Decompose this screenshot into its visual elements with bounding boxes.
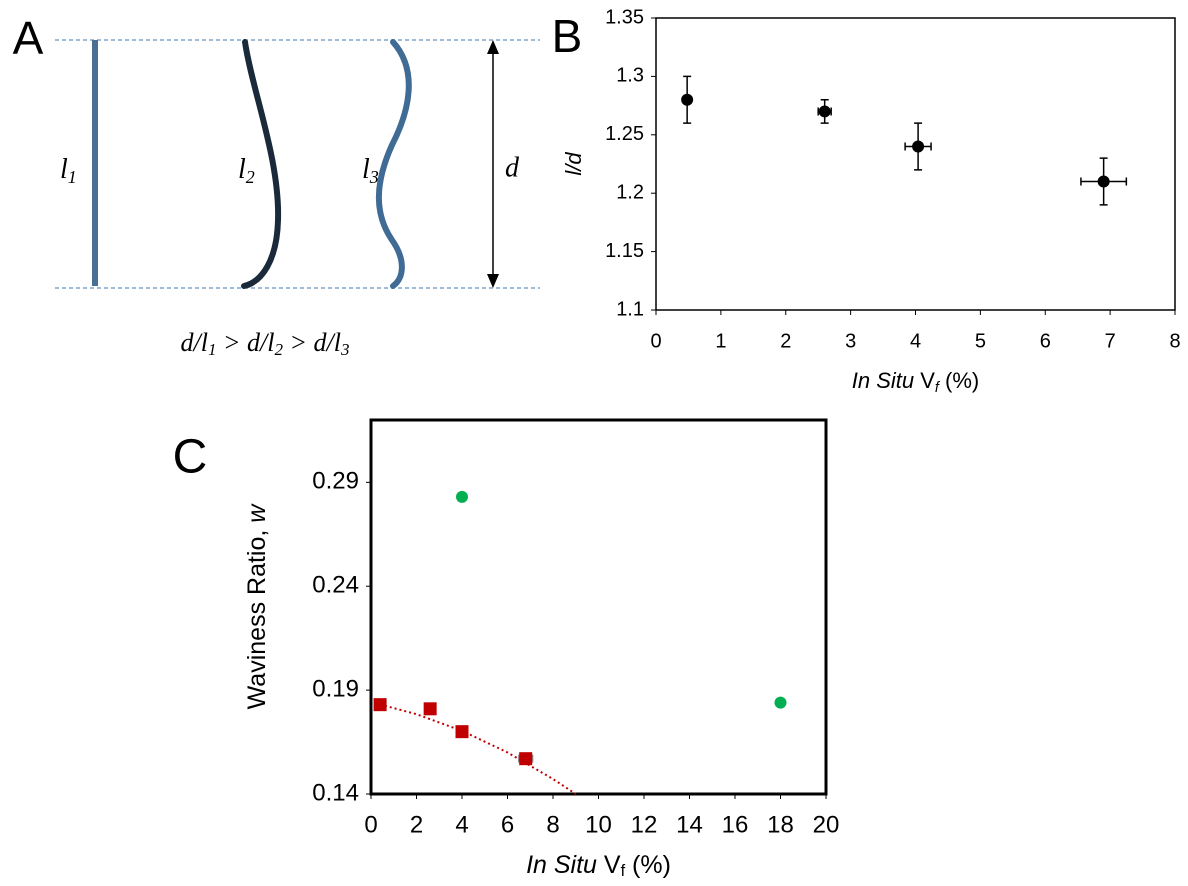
x-label-part: In Situ: [852, 368, 914, 393]
x-label-part: (%): [939, 368, 979, 393]
x-tick-label: 7: [1105, 330, 1116, 352]
y-tick-label: 0.29: [312, 468, 359, 495]
point: [774, 696, 787, 709]
x-tick-label: 8: [1169, 330, 1180, 352]
x-axis-label: In Situ Vf (%): [852, 368, 979, 396]
x-tick-label: 20: [813, 811, 840, 838]
x-tick-label: 4: [455, 811, 468, 838]
x-tick-label: 16: [722, 811, 749, 838]
chart-panel: C 0.14 0.19 0.24 0.29 0 2 4 6 8 10 12 14 16 18 20 In Sit…: [173, 418, 840, 881]
y-tick-label: 0.14: [312, 779, 359, 806]
equation: d/l1 > d/l2 > d/l3: [181, 328, 350, 359]
length-label: l2: [238, 154, 255, 187]
x-tick-label: 0: [364, 811, 377, 838]
x-label-part: (%): [625, 851, 671, 879]
y-tick-label: 0.24: [312, 572, 359, 599]
label-base: l: [362, 154, 370, 185]
point: [912, 140, 925, 153]
fiber-wavy: [375, 39, 412, 289]
x-tick-label: 3: [845, 330, 856, 352]
x-label-part: V: [914, 368, 935, 393]
y-tick-label: 1.15: [605, 240, 644, 262]
x-tick-label: 2: [780, 330, 791, 352]
x-tick-label: 6: [1040, 330, 1051, 352]
y-axis-label: Waviness Ratio, w: [243, 503, 271, 710]
x-tick-label: 12: [631, 811, 658, 838]
equation-sub: 2: [274, 340, 283, 359]
x-label-part: V: [597, 851, 621, 879]
panel-label: A: [13, 12, 44, 64]
x-tick-label: 8: [546, 811, 559, 838]
label-sub: 2: [246, 167, 255, 187]
equation-text: > d/l: [283, 328, 341, 357]
x-tick-label: 10: [585, 811, 612, 838]
x-axis-label: In Situ Vf (%): [526, 851, 671, 881]
label-sub: 3: [369, 167, 379, 187]
point: [456, 490, 468, 503]
x-tick-label: 14: [676, 811, 703, 838]
y-tick-label: 1.35: [605, 6, 644, 28]
point: [423, 702, 437, 716]
trend-line: [379, 703, 577, 795]
equation-text: d/l: [181, 328, 208, 357]
x-tick-label: 2: [410, 811, 423, 838]
label-base: l: [60, 154, 68, 185]
x-label-part: In Situ: [526, 851, 597, 879]
point: [818, 105, 831, 118]
plot-frame: [655, 17, 1176, 311]
fiber-curved: [241, 39, 282, 289]
y-axis-label: l/d: [561, 152, 586, 176]
panel-label: C: [173, 431, 208, 484]
x-label-part: f: [935, 380, 941, 396]
x-tick-label: 1: [715, 330, 726, 352]
y-tick-label: 1.25: [605, 123, 644, 145]
y-label-part: w: [243, 503, 271, 523]
label-sub: 1: [68, 167, 77, 187]
length-label: l1: [60, 154, 77, 187]
plot-frame: [369, 418, 828, 796]
x-tick-label: 6: [501, 811, 514, 838]
x-tick-label: 18: [767, 811, 794, 838]
point: [519, 752, 533, 766]
x-tick-label: 4: [910, 330, 921, 352]
y-tick-label: 1.1: [616, 298, 644, 320]
point: [1097, 175, 1110, 188]
equation-text: > d/l: [216, 328, 274, 357]
equation-sub: 3: [340, 340, 350, 359]
equation-sub: 1: [208, 340, 217, 359]
panel-label: B: [552, 10, 583, 62]
label-base: l: [238, 154, 246, 185]
length-label: l3: [362, 154, 379, 187]
x-label-part: f: [621, 862, 626, 880]
y-tick-label: 0.19: [312, 675, 359, 702]
y-label-part: Waviness Ratio,: [243, 523, 271, 710]
panel-a: A l1 l2 l3 d d/l1 > d/l2 > d/l3: [13, 12, 540, 359]
x-tick-label: 5: [975, 330, 986, 352]
x-tick-label: 0: [650, 330, 661, 352]
y-tick-label: 1.2: [616, 181, 644, 203]
chart-panel: B 1.1 1.15 1.2 1.25 1.3 1.35 0 1 2 3 4 5 6 7 8 In Situ V…: [552, 6, 1181, 396]
y-tick-label: 1.3: [616, 65, 644, 87]
point: [681, 93, 694, 106]
distance-label: d: [505, 152, 520, 183]
